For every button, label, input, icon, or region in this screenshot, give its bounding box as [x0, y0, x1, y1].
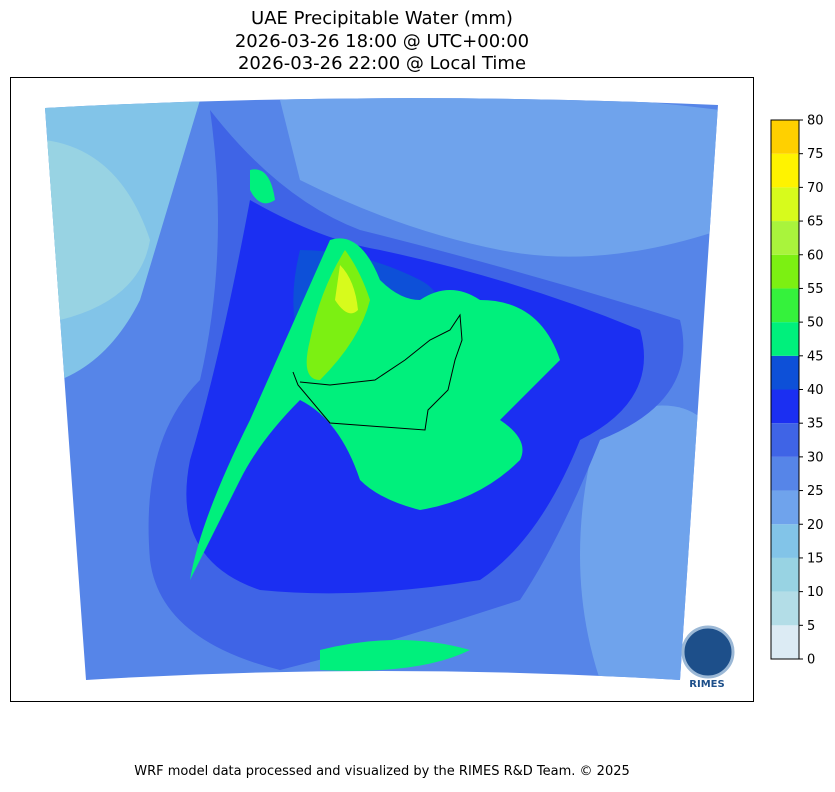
colorbar-bin: [771, 355, 799, 390]
colorbar-tick-label: 70: [807, 181, 824, 196]
contour: [306, 250, 370, 380]
colorbar-tick-label: 20: [807, 518, 824, 533]
colorbar-bin: [771, 153, 799, 188]
colorbar-tick-label: 0: [807, 653, 815, 668]
logo-circle: [681, 625, 735, 679]
colorbar-tick-label: 50: [807, 316, 824, 331]
contour: [190, 238, 560, 581]
contour: [335, 265, 358, 314]
colorbar-tick-label: 60: [807, 248, 824, 263]
colorbar-bin: [771, 322, 799, 356]
colorbar-tick-label: 65: [807, 215, 824, 230]
colorbar-bin: [771, 524, 799, 558]
contour: [250, 169, 275, 204]
colorbar: 0 5 10 15 20 25 30 35 40 45 50 55 60 65 70 75 80: [770, 114, 824, 668]
contour: [280, 98, 718, 257]
colorbar-tick-label: 10: [807, 585, 824, 600]
colorbar-tick-label: 25: [807, 484, 824, 499]
colorbar-bin: [771, 288, 799, 323]
map-frame: [10, 77, 754, 702]
colorbar-tick-label: 45: [807, 349, 824, 364]
colorbar-bin: [771, 389, 799, 424]
colorbar-tick-label: 30: [807, 450, 824, 465]
colorbar-bin: [771, 120, 799, 154]
colorbar-bin: [771, 490, 799, 525]
logo-text: RIMES: [689, 679, 724, 690]
map-field: [45, 98, 718, 680]
boundary: [292, 313, 463, 431]
colorbar-tick-label: 15: [807, 551, 824, 566]
footer: WRF model data processed and visualized …: [134, 764, 630, 779]
colorbar-tick-label: 40: [807, 383, 824, 398]
contour: [45, 140, 150, 320]
colorbar-tick-label: 35: [807, 417, 824, 432]
colorbar-bin: [771, 557, 799, 592]
colorbar-tick-label: 55: [807, 282, 824, 297]
colorbar-bin: [771, 187, 799, 222]
colorbar-bin: [771, 456, 799, 491]
title-line: 2026-03-26 22:00 @ Local Time: [238, 53, 526, 74]
title-line: 2026-03-26 18:00 @ UTC+00:00: [235, 31, 529, 52]
colorbar-bin: [771, 254, 799, 289]
colorbar-tick-label: 80: [807, 114, 824, 129]
colorbar-bin: [771, 423, 799, 457]
colorbar-tick-label: 75: [807, 147, 824, 162]
colorbar-bin: [771, 591, 799, 626]
contour: [320, 640, 470, 671]
colorbar-bin: [771, 625, 799, 659]
colorbar-bin: [771, 221, 799, 255]
colorbar-tick-label: 5: [807, 619, 815, 634]
title-line: UAE Precipitable Water (mm): [251, 8, 513, 29]
